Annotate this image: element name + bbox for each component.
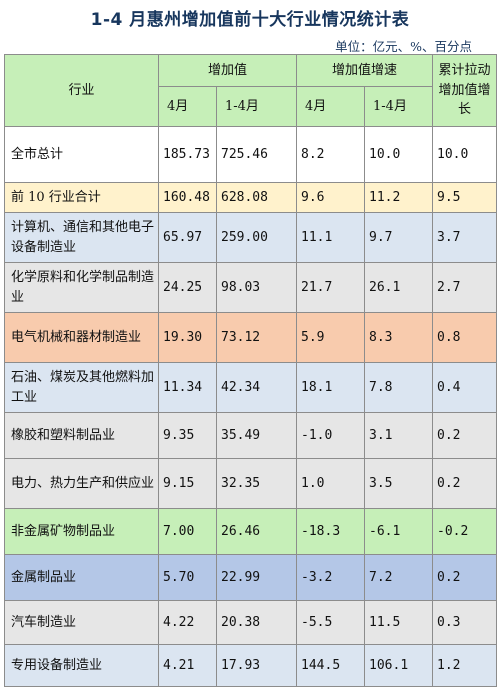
cell-value-apr: 9.15 bbox=[158, 458, 217, 509]
cell-contribution: -0.2 bbox=[432, 508, 498, 555]
cell-growth-ytd: 9.7 bbox=[364, 212, 434, 263]
cell-value-ytd: 628.08 bbox=[215, 182, 298, 213]
cell-growth-apr: 1.0 bbox=[296, 458, 366, 509]
table-row: 电力、热力生产和供应业 9.15 32.35 1.0 3.5 0.2 bbox=[4, 458, 498, 509]
cell-value-apr: 19.30 bbox=[158, 312, 217, 363]
cell-growth-ytd: -6.1 bbox=[364, 508, 434, 555]
table-row: 金属制品业 5.70 22.99 -3.2 7.2 0.2 bbox=[4, 554, 498, 601]
row-industry-name: 橡胶和塑料制品业 bbox=[4, 412, 159, 459]
cell-value-apr: 4.21 bbox=[158, 644, 217, 687]
cell-value-ytd: 42.34 bbox=[215, 362, 298, 413]
cell-value-ytd: 725.46 bbox=[215, 126, 298, 183]
cell-growth-ytd: 7.8 bbox=[364, 362, 434, 413]
cell-value-apr: 24.25 bbox=[158, 262, 217, 313]
cell-contribution: 2.7 bbox=[432, 262, 498, 313]
row-industry-name: 汽车制造业 bbox=[4, 600, 159, 645]
table-row: 专用设备制造业 4.21 17.93 144.5 106.1 1.2 bbox=[4, 644, 498, 687]
cell-contribution: 0.4 bbox=[432, 362, 498, 413]
cell-contribution: 9.5 bbox=[432, 182, 498, 213]
cell-growth-apr: 11.1 bbox=[296, 212, 366, 263]
cell-value-ytd: 98.03 bbox=[215, 262, 298, 313]
cell-contribution: 0.2 bbox=[432, 412, 498, 459]
table-row: 全市总计 185.73 725.46 8.2 10.0 10.0 bbox=[4, 126, 498, 183]
cell-contribution: 0.2 bbox=[432, 458, 498, 509]
row-industry-name: 前 10 行业合计 bbox=[4, 182, 159, 213]
row-industry-name: 金属制品业 bbox=[4, 554, 159, 601]
cell-value-ytd: 17.93 bbox=[215, 644, 298, 687]
unit-note: 单位：亿元、%、百分点 bbox=[335, 39, 472, 54]
cell-growth-apr: -3.2 bbox=[296, 554, 366, 601]
cell-value-apr: 185.73 bbox=[158, 126, 217, 183]
row-industry-name: 计算机、通信和其他电子设备制造业 bbox=[4, 212, 159, 263]
cell-value-apr: 65.97 bbox=[158, 212, 217, 263]
cell-contribution: 1.2 bbox=[432, 644, 498, 687]
cell-value-ytd: 22.99 bbox=[215, 554, 298, 601]
cell-value-ytd: 32.35 bbox=[215, 458, 298, 509]
cell-value-apr: 7.00 bbox=[158, 508, 217, 555]
row-industry-name: 电气机械和器材制造业 bbox=[4, 312, 159, 363]
cell-contribution: 0.2 bbox=[432, 554, 498, 601]
cell-growth-ytd: 26.1 bbox=[364, 262, 434, 313]
row-industry-name: 专用设备制造业 bbox=[4, 644, 159, 687]
cell-growth-ytd: 106.1 bbox=[364, 644, 434, 687]
cell-growth-apr: 144.5 bbox=[296, 644, 366, 687]
cell-growth-ytd: 11.2 bbox=[364, 182, 434, 213]
cell-growth-apr: 21.7 bbox=[296, 262, 366, 313]
cell-value-apr: 160.48 bbox=[158, 182, 217, 213]
cell-contribution: 0.8 bbox=[432, 312, 498, 363]
cell-value-ytd: 35.49 bbox=[215, 412, 298, 459]
cell-growth-apr: -1.0 bbox=[296, 412, 366, 459]
cell-growth-ytd: 8.3 bbox=[364, 312, 434, 363]
header-industry: 行业 bbox=[4, 54, 159, 127]
header-value-apr: 4月 bbox=[158, 86, 217, 127]
table-row: 石油、煤炭及其他燃料加工业 11.34 42.34 18.1 7.8 0.4 bbox=[4, 362, 498, 413]
cell-contribution: 0.3 bbox=[432, 600, 498, 645]
industry-table: 行业 增加值 增加值增速 累计拉动增加值增长 4月 1-4月 4月 1-4月 全… bbox=[4, 54, 498, 687]
header-contribution: 累计拉动增加值增长 bbox=[432, 54, 498, 127]
table-row: 非金属矿物制品业 7.00 26.46 -18.3 -6.1 -0.2 bbox=[4, 508, 498, 555]
cell-value-ytd: 20.38 bbox=[215, 600, 298, 645]
cell-growth-apr: -5.5 bbox=[296, 600, 366, 645]
cell-value-ytd: 259.00 bbox=[215, 212, 298, 263]
row-industry-name: 非金属矿物制品业 bbox=[4, 508, 159, 555]
cell-growth-apr: -18.3 bbox=[296, 508, 366, 555]
header-growth-ytd: 1-4月 bbox=[364, 86, 434, 127]
cell-growth-ytd: 10.0 bbox=[364, 126, 434, 183]
header-growth: 增加值增速 bbox=[296, 54, 434, 87]
row-industry-name: 化学原料和化学制品制造业 bbox=[4, 262, 159, 313]
cell-growth-ytd: 3.1 bbox=[364, 412, 434, 459]
row-industry-name: 电力、热力生产和供应业 bbox=[4, 458, 159, 509]
cell-value-apr: 9.35 bbox=[158, 412, 217, 459]
cell-growth-ytd: 3.5 bbox=[364, 458, 434, 509]
table-row: 橡胶和塑料制品业 9.35 35.49 -1.0 3.1 0.2 bbox=[4, 412, 498, 459]
header-value-ytd: 1-4月 bbox=[215, 86, 298, 127]
cell-contribution: 3.7 bbox=[432, 212, 498, 263]
cell-growth-ytd: 7.2 bbox=[364, 554, 434, 601]
cell-growth-ytd: 11.5 bbox=[364, 600, 434, 645]
table-row: 电气机械和器材制造业 19.30 73.12 5.9 8.3 0.8 bbox=[4, 312, 498, 363]
table-title: 1-4 月惠州增加值前十大行业情况统计表 bbox=[90, 10, 410, 30]
cell-growth-apr: 8.2 bbox=[296, 126, 366, 183]
cell-growth-apr: 5.9 bbox=[296, 312, 366, 363]
cell-value-apr: 5.70 bbox=[158, 554, 217, 601]
header-value-added: 增加值 bbox=[157, 54, 298, 87]
cell-value-apr: 4.22 bbox=[158, 600, 217, 645]
table-row: 前 10 行业合计 160.48 628.08 9.6 11.2 9.5 bbox=[4, 182, 498, 213]
row-industry-name: 全市总计 bbox=[4, 126, 159, 183]
cell-value-ytd: 73.12 bbox=[215, 312, 298, 363]
header-growth-apr: 4月 bbox=[296, 86, 366, 127]
table-row: 计算机、通信和其他电子设备制造业 65.97 259.00 11.1 9.7 3… bbox=[4, 212, 498, 263]
table-row: 汽车制造业 4.22 20.38 -5.5 11.5 0.3 bbox=[4, 600, 498, 645]
cell-contribution: 10.0 bbox=[432, 126, 498, 183]
cell-growth-apr: 18.1 bbox=[296, 362, 366, 413]
cell-growth-apr: 9.6 bbox=[296, 182, 366, 213]
row-industry-name: 石油、煤炭及其他燃料加工业 bbox=[4, 362, 159, 413]
cell-value-apr: 11.34 bbox=[158, 362, 217, 413]
table-row: 化学原料和化学制品制造业 24.25 98.03 21.7 26.1 2.7 bbox=[4, 262, 498, 313]
cell-value-ytd: 26.46 bbox=[215, 508, 298, 555]
